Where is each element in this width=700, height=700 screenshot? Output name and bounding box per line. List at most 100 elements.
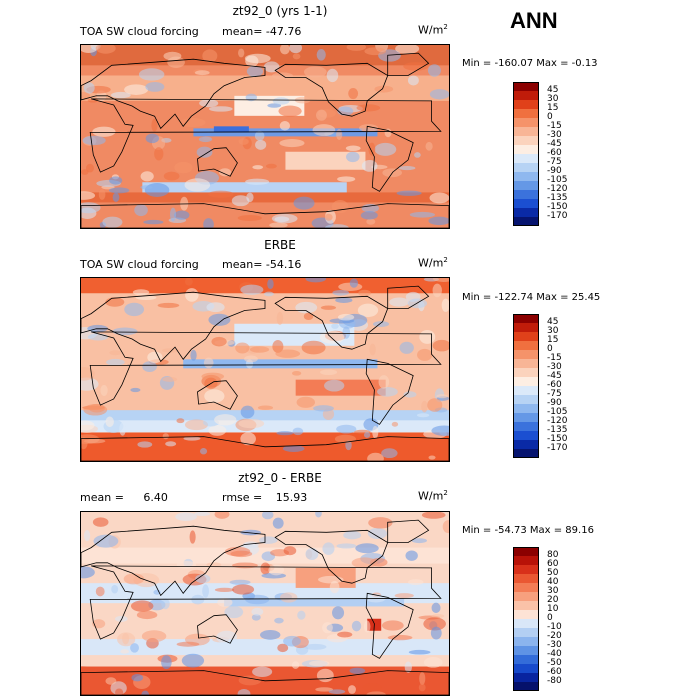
field-patch	[142, 361, 157, 373]
field-patch	[143, 219, 164, 225]
field-patch	[123, 573, 145, 585]
field-patch	[260, 630, 281, 640]
field-patch	[211, 336, 227, 347]
field-patch	[255, 139, 267, 150]
field-patch	[331, 200, 349, 214]
colorbar-swatch	[513, 91, 539, 100]
field-patch	[161, 348, 180, 353]
field-region	[285, 151, 366, 170]
field-patch	[360, 211, 378, 220]
field-patch	[237, 688, 251, 695]
field-patch	[81, 45, 99, 54]
colorbar-swatch	[513, 350, 539, 359]
field-patch	[202, 49, 218, 63]
field-patch	[151, 118, 158, 132]
panel-1-units-exp: 2	[443, 23, 448, 31]
field-patch	[112, 327, 138, 336]
panel-1-mean-label: mean=	[222, 25, 263, 38]
colorbar-swatch	[513, 619, 539, 628]
field-patch	[283, 635, 301, 647]
field-patch	[245, 93, 258, 102]
field-patch	[144, 183, 170, 197]
field-patch	[336, 424, 357, 434]
field-patch	[389, 297, 410, 307]
colorbar-tick-label: 80	[547, 550, 559, 560]
field-patch	[283, 546, 297, 556]
panel-2-mean-value: -54.16	[265, 258, 302, 271]
field-patch	[194, 512, 211, 516]
field-patch	[372, 321, 390, 327]
field-patch	[337, 313, 355, 321]
field-patch	[366, 218, 376, 225]
field-patch	[316, 49, 326, 61]
season-label: ANN	[510, 8, 558, 33]
field-patch	[411, 538, 427, 544]
panel-2-mean: mean= -54.16	[222, 258, 301, 271]
coastline	[387, 52, 430, 76]
colorbar-swatch	[513, 673, 539, 682]
field-patch	[154, 147, 164, 161]
field-patch	[240, 284, 264, 295]
colorbar-swatch	[513, 583, 539, 592]
field-patch	[140, 185, 153, 190]
contour-map	[81, 278, 449, 461]
field-patch	[324, 224, 349, 228]
field-patch	[263, 61, 280, 73]
field-patch	[432, 278, 449, 282]
field-patch	[303, 66, 327, 78]
coastline	[387, 519, 430, 543]
colorbar-tick-label: -80	[547, 676, 562, 686]
field-patch	[336, 128, 343, 140]
colorbar-tick-label: 20	[547, 595, 559, 605]
field-patch	[417, 348, 433, 361]
field-patch	[81, 585, 98, 599]
field-patch	[374, 142, 397, 156]
field-patch	[108, 187, 130, 194]
coastline	[81, 203, 449, 228]
colorbar-tick-label: -150	[547, 202, 568, 212]
field-patch	[88, 403, 105, 413]
field-patch	[145, 81, 165, 92]
colorbar-tick-label: 15	[547, 335, 559, 345]
field-patch	[291, 370, 302, 376]
colorbar-swatch	[513, 655, 539, 664]
field-patch	[141, 690, 149, 695]
colorbar-swatch	[513, 413, 539, 422]
field-patch	[296, 396, 316, 408]
field-patch	[320, 369, 338, 376]
field-patch	[179, 117, 206, 128]
field-patch	[403, 62, 429, 71]
field-patch	[441, 298, 449, 312]
field-patch	[184, 419, 209, 431]
field-patch	[111, 91, 131, 99]
field-patch	[384, 128, 392, 138]
colorbar-swatch	[513, 646, 539, 655]
field-patch	[237, 215, 262, 221]
field-patch	[378, 375, 390, 389]
field-patch	[244, 53, 271, 64]
colorbar-tick-label: -50	[547, 658, 562, 668]
field-patch	[115, 615, 128, 622]
colorbar-swatch	[513, 368, 539, 377]
field-patch	[269, 222, 288, 228]
field-patch	[115, 688, 124, 695]
field-patch	[173, 210, 190, 220]
field-patch	[111, 584, 119, 594]
field-patch	[92, 517, 109, 527]
colorbar-tick-label: 0	[547, 613, 553, 623]
field-patch	[81, 566, 95, 579]
field-patch	[324, 213, 333, 221]
colorbar-tick-label: 40	[547, 577, 559, 587]
field-patch	[136, 610, 158, 620]
field-patch	[291, 661, 300, 669]
panel-3-title: zt92_0 - ERBE	[238, 471, 322, 485]
field-patch	[122, 632, 130, 645]
field-patch	[431, 614, 445, 619]
field-patch	[363, 620, 371, 633]
field-patch	[423, 617, 446, 631]
field-patch	[276, 311, 284, 325]
contour-map	[81, 512, 449, 695]
colorbar-swatch	[513, 118, 539, 127]
field-patch	[430, 626, 442, 640]
field-patch	[362, 682, 382, 692]
